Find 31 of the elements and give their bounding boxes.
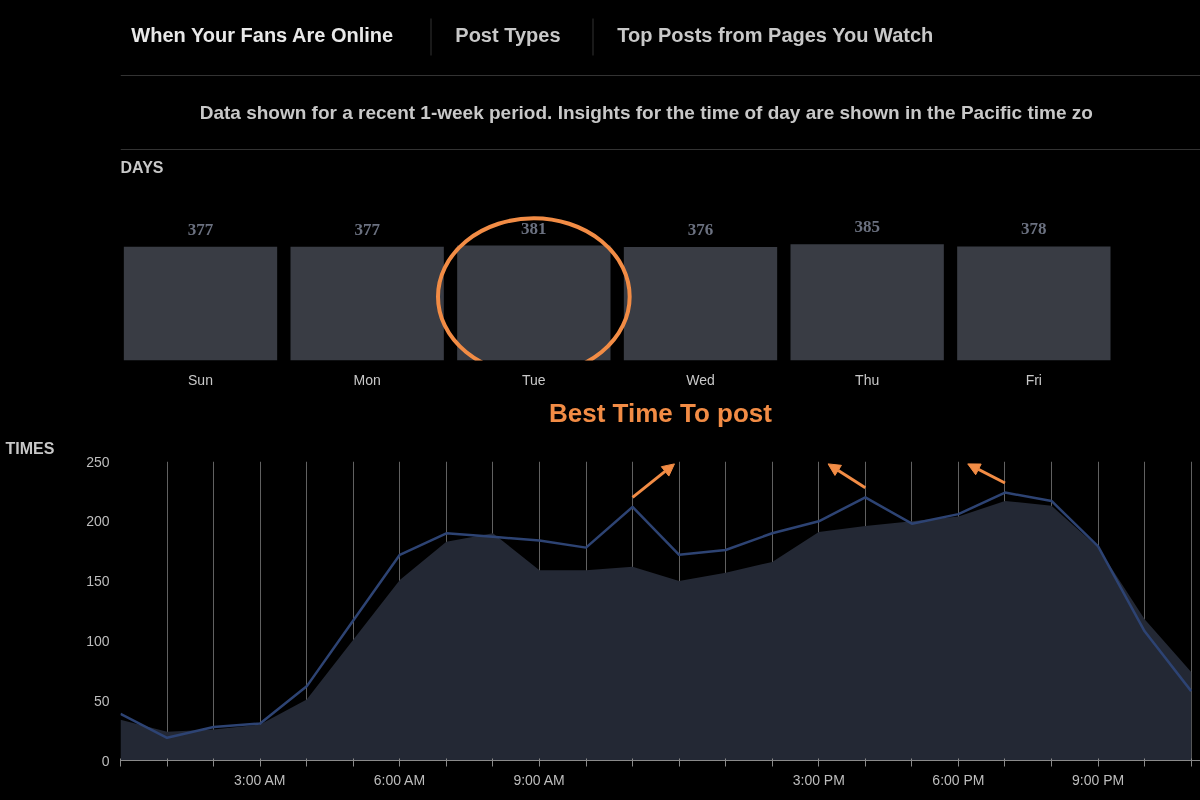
x-tick-label: 9:00 AM bbox=[513, 771, 565, 788]
x-tick-label: 6:00 AM bbox=[373, 771, 426, 788]
x-tick-label: Mon bbox=[353, 371, 381, 388]
x-tick-label: Tue bbox=[522, 371, 546, 388]
chart-title: TIMES bbox=[5, 439, 55, 457]
y-tick-label: 250 bbox=[86, 453, 110, 470]
data-label: 385 bbox=[854, 217, 880, 237]
text: Best Time To post bbox=[549, 397, 773, 428]
x-tick-label: Wed bbox=[686, 371, 715, 388]
data-label: 376 bbox=[687, 220, 714, 240]
text: When Your Fans Are Online bbox=[131, 23, 394, 46]
y-tick-label: 150 bbox=[86, 573, 110, 590]
y-tick-label: 50 bbox=[93, 692, 110, 709]
x-tick-label: Sun bbox=[188, 371, 213, 388]
y-tick-label: 100 bbox=[86, 632, 110, 649]
x-tick-label: 6:00 PM bbox=[932, 771, 985, 788]
y-tick-label: 200 bbox=[86, 513, 110, 530]
data-label: 377 bbox=[187, 219, 214, 239]
x-tick-label: Thu bbox=[855, 371, 880, 388]
text: Top Posts from Pages You Watch bbox=[617, 23, 934, 46]
data-label: 378 bbox=[1021, 219, 1047, 239]
data-label: 377 bbox=[354, 219, 381, 239]
x-tick-label: Fri bbox=[1025, 371, 1042, 388]
x-tick-label: 9:00 PM bbox=[1072, 771, 1125, 788]
text: Data shown for a recent 1-week period. Insights for the time of day are shown in the Pacific time zo bbox=[199, 101, 1093, 123]
x-tick-label: 3:00 PM bbox=[792, 771, 845, 788]
data-label: 381 bbox=[521, 218, 547, 238]
x-tick-label: 3:00 AM bbox=[234, 771, 286, 788]
text: Post Types bbox=[455, 23, 561, 46]
y-tick-label: 0 bbox=[101, 752, 110, 769]
chart-title: DAYS bbox=[120, 158, 164, 176]
